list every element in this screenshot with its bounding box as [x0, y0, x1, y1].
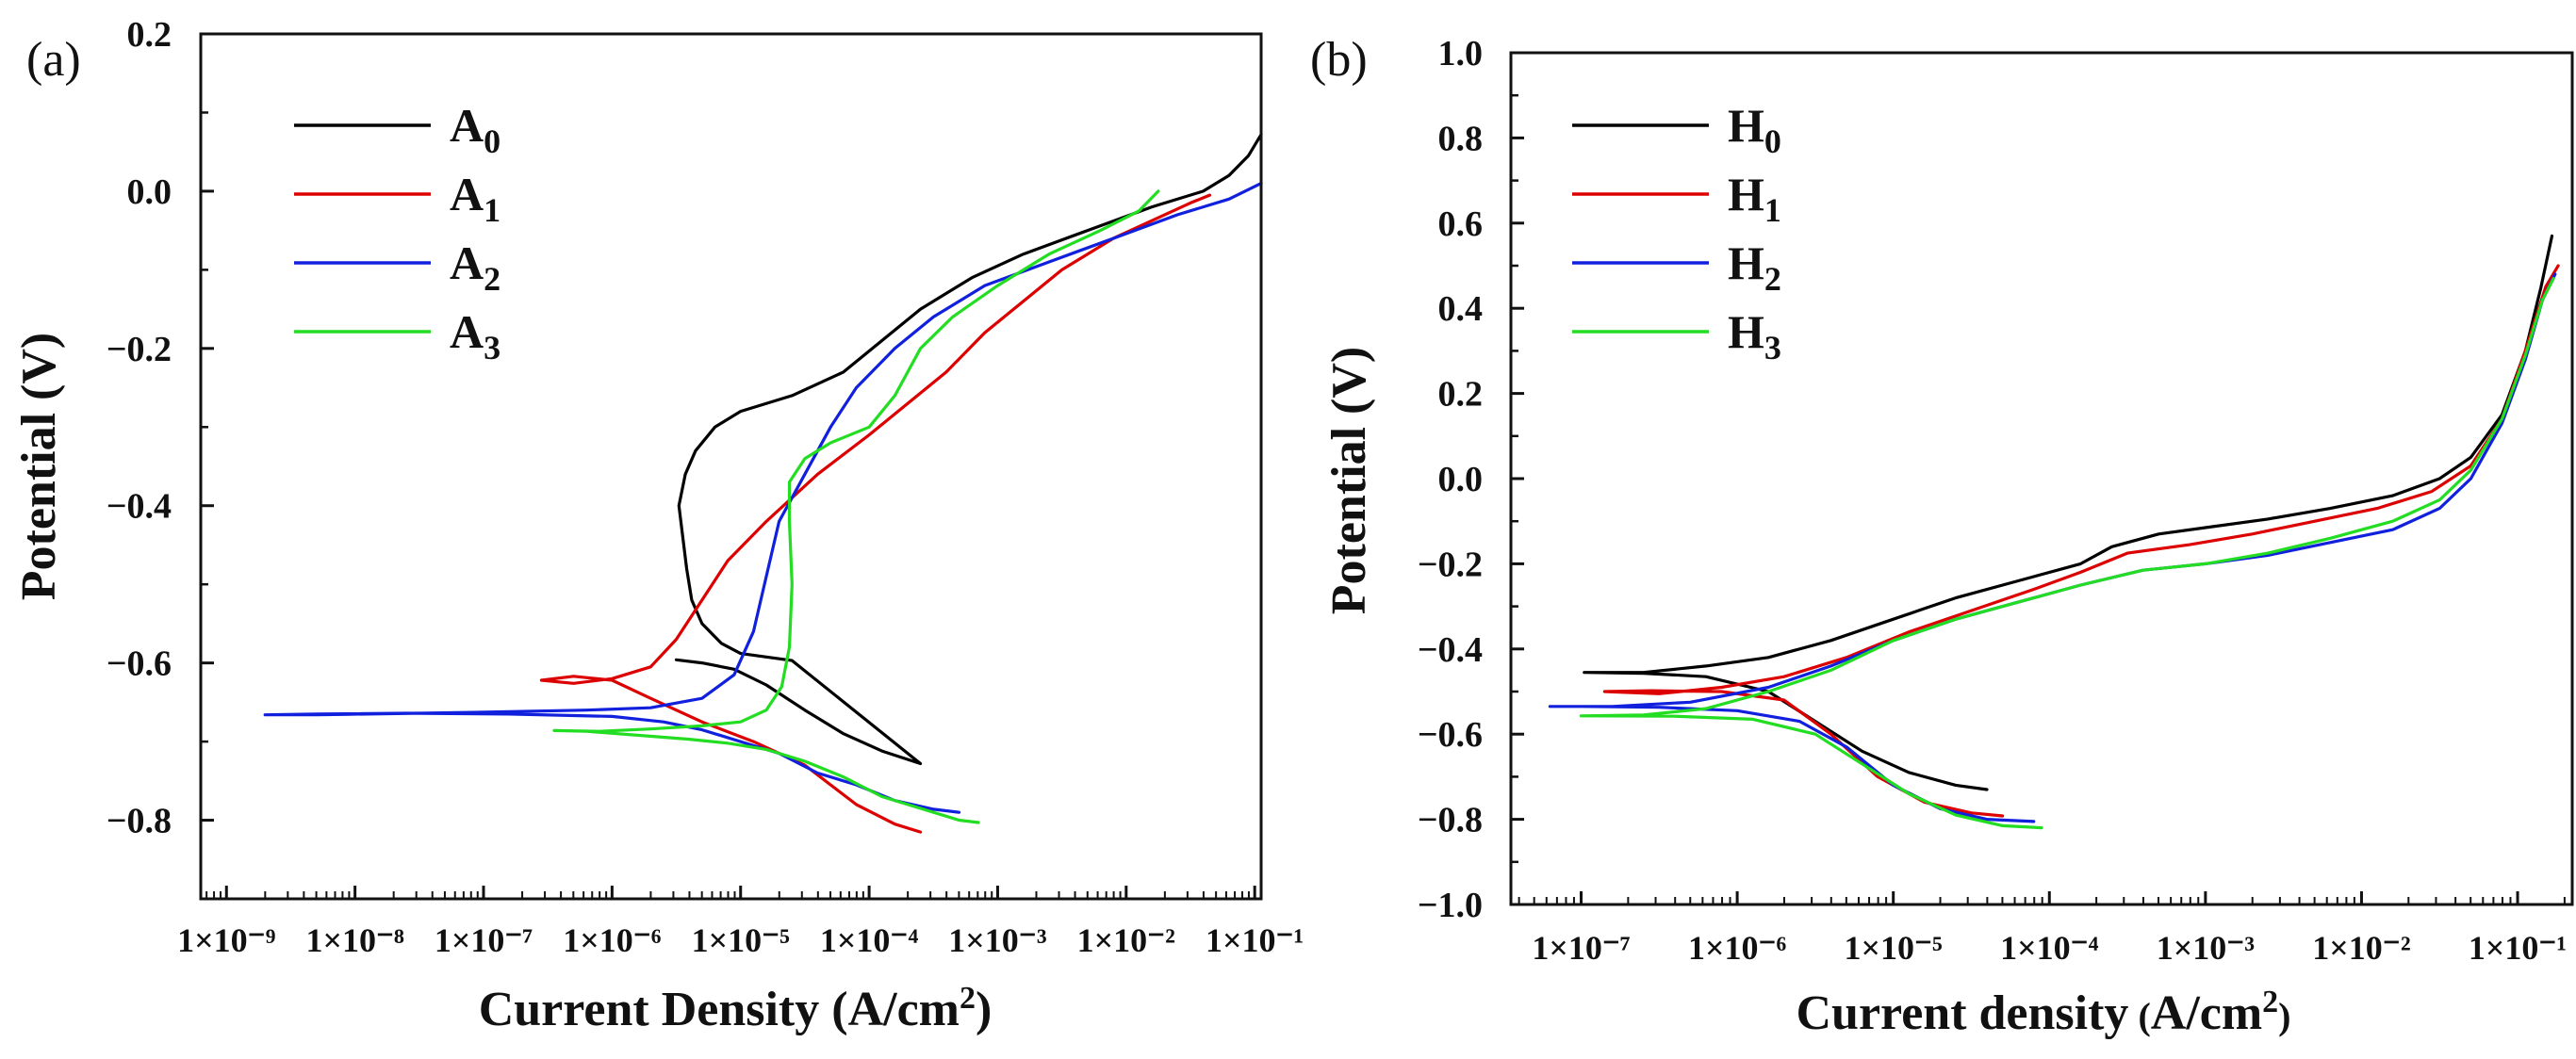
panel-b-legend-label: H0 — [1728, 99, 1781, 160]
panel-b-ytick-label: 0.2 — [1438, 375, 1484, 415]
panel-b-legend: H0 H1 H2 H3 — [1572, 99, 1781, 367]
panel-b-legend-label: H1 — [1728, 168, 1781, 229]
panel-b-series-h3 — [1579, 277, 2555, 830]
panel-a-xtick-label: 1×10⁻⁴ — [820, 921, 919, 959]
panel-b-ticks: 1.0 0.8 0.6 0.4 0.2 0.0 −0.2 −0.4 −0.6 −0.8 −1.0 1×… — [1418, 34, 2567, 967]
panel-a-xtick-label: 1×10⁻⁶ — [563, 921, 662, 959]
panel-b-frame — [1509, 51, 2574, 906]
panel-b-ytick-label: −0.6 — [1418, 715, 1483, 755]
panel-b-ytick-label: 0.4 — [1438, 289, 1484, 329]
panel-a-frame — [199, 32, 1263, 901]
panel-a-ylabel: Potential (V) — [12, 333, 66, 600]
panel-b-ytick-label: 0.8 — [1438, 119, 1484, 158]
panel-a-legend-label: A2 — [450, 236, 500, 298]
panel-a-xtick-label: 1×10⁻³ — [948, 921, 1047, 959]
panel-a-xtick-label: 1×10⁻⁸ — [305, 921, 404, 959]
panel-b-series-h1 — [1602, 264, 2560, 818]
panel-b-ytick-label: −0.2 — [1418, 545, 1483, 584]
panel-a-series-a3 — [552, 189, 1160, 824]
panel-b-xtick-label: 1×10⁻⁵ — [1845, 929, 1944, 967]
panel-a-ytick-label: 0.0 — [127, 172, 172, 212]
panel-a: (a) 0.2 0.0 −0.2 −0.4 −0.6 −0.8 1×10⁻⁹ 1×10⁻⁸ 1×… — [12, 15, 1304, 1036]
panel-a-ytick-label: −0.4 — [107, 487, 172, 527]
panel-b-xtick-label: 1×10⁻⁶ — [1688, 929, 1787, 967]
panel-b-xlabel: Current density (A/cm2) — [1797, 985, 2291, 1040]
panel-b-xtick-label: 1×10⁻² — [2312, 929, 2410, 967]
panel-b-legend-label: H3 — [1728, 305, 1781, 367]
panel-b-ytick-label: 0.0 — [1438, 460, 1484, 499]
panel-a-xtick-label: 1×10⁻⁹ — [177, 921, 276, 959]
panel-a-ytick-label: −0.2 — [107, 330, 172, 369]
panel-b-xtick-label: 1×10⁻³ — [2157, 929, 2256, 967]
panel-b-xtick-label: 1×10⁻¹ — [2469, 929, 2567, 967]
panel-a-legend-label: A0 — [450, 99, 500, 160]
panel-b-series-h2 — [1548, 272, 2557, 823]
panel-a-label: (a) — [26, 33, 81, 87]
panel-b-xlabel-text: Current density — [1797, 986, 2129, 1040]
panel-b-xtick-label: 1×10⁻⁷ — [1532, 929, 1631, 967]
panel-b-legend-label: H2 — [1728, 236, 1781, 298]
panel-a-series — [263, 133, 1263, 834]
panel-b-series — [1548, 234, 2560, 830]
panel-a-xtick-label: 1×10⁻⁷ — [435, 921, 533, 959]
panel-a-ytick-label: −0.8 — [107, 802, 172, 841]
panel-b-xtick-label: 1×10⁻⁴ — [2000, 929, 2099, 967]
panel-a-xtick-label: 1×10⁻¹ — [1206, 921, 1304, 959]
panel-a-xlabel-text: Current Density — [479, 983, 820, 1036]
panel-a-xlabel: Current Density (A/cm2) — [479, 981, 993, 1036]
panel-b: (b) 1.0 0.8 0.6 0.4 0.2 0.0 −0.2 −0.4 −0.6 −0.8 −1… — [1310, 33, 2574, 1040]
panel-a-legend: A0 A1 A2 A3 — [294, 99, 500, 367]
panel-a-ticks: 0.2 0.0 −0.2 −0.4 −0.6 −0.8 1×10⁻⁹ 1×10⁻⁸ 1×10⁻⁷… — [107, 15, 1304, 959]
panel-b-label: (b) — [1310, 33, 1368, 87]
panel-a-legend-label: A1 — [450, 168, 500, 229]
panel-a-legend-label: A3 — [450, 305, 500, 367]
panel-b-ytick-label: 0.6 — [1438, 204, 1484, 244]
panel-a-series-a0 — [674, 133, 1263, 766]
panel-a-series-a1 — [539, 193, 1212, 834]
panel-b-ytick-label: −0.8 — [1418, 801, 1483, 840]
panel-a-ytick-label: −0.6 — [107, 644, 172, 684]
panel-b-ytick-label: 1.0 — [1438, 34, 1484, 73]
panel-b-ytick-label: −1.0 — [1418, 886, 1483, 925]
panel-b-ylabel: Potential (V) — [1322, 347, 1376, 614]
panel-a-xtick-label: 1×10⁻² — [1077, 921, 1175, 959]
panel-a-xtick-label: 1×10⁻⁵ — [692, 921, 791, 959]
panel-a-series-a2 — [263, 182, 1263, 814]
panel-b-ytick-label: −0.4 — [1418, 630, 1483, 670]
panel-a-ytick-label: 0.2 — [127, 15, 172, 55]
